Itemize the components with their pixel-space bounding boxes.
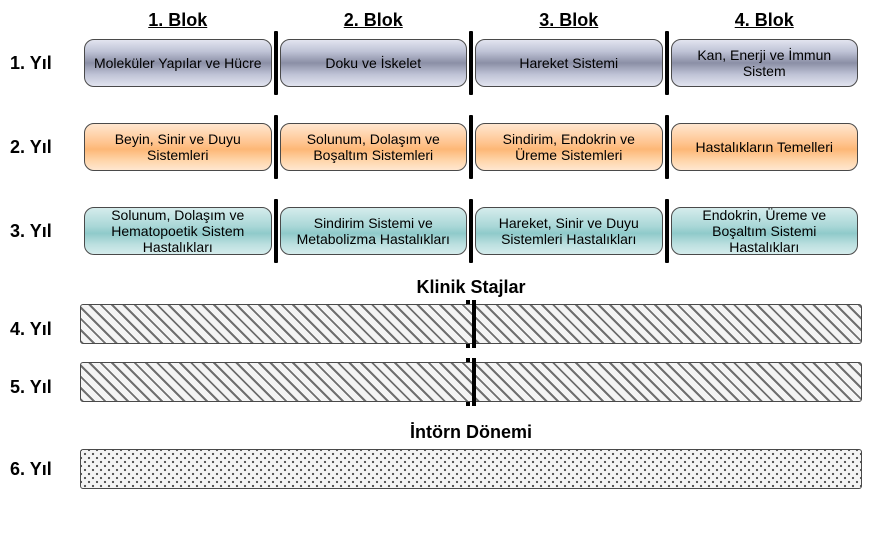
block-cell: Moleküler Yapılar ve Hücre — [80, 35, 276, 91]
block-cell: Endokrin, Üreme ve Boşaltım Sistemi Hast… — [667, 203, 863, 259]
row-label-6: 6. Yıl — [10, 459, 80, 480]
block-y2-b3: Sindirim, Endokrin ve Üreme Sistemleri — [475, 123, 663, 171]
bar-row-5 — [80, 362, 862, 402]
curriculum-grid: 1. Blok 2. Blok 3. Blok 4. Blok 1. Yıl M… — [10, 10, 862, 493]
block-cell: Hastalıkların Temelleri — [667, 119, 863, 175]
block-y2-b4: Hastalıkların Temelleri — [671, 123, 859, 171]
block-y1-b4: Kan, Enerji ve İmmun Sistem — [671, 39, 859, 87]
block-cell: Beyin, Sinir ve Duyu Sistemleri — [80, 119, 276, 175]
bar-row-6 — [80, 449, 862, 489]
row-label-1: 1. Yıl — [10, 53, 80, 74]
col-header-4: 4. Blok — [667, 10, 863, 35]
block-cell: Hareket Sistemi — [471, 35, 667, 91]
block-cell: Solunum, Dolaşım ve Boşaltım Sistemleri — [276, 119, 472, 175]
col-header-1: 1. Blok — [80, 10, 276, 35]
block-y2-b1: Beyin, Sinir ve Duyu Sistemleri — [84, 123, 272, 171]
row-label-2: 2. Yıl — [10, 137, 80, 158]
block-y2-b2: Solunum, Dolaşım ve Boşaltım Sistemleri — [280, 123, 468, 171]
row-label-3: 3. Yıl — [10, 221, 80, 242]
row-spacer — [10, 91, 862, 119]
bar-row-4 — [80, 304, 862, 344]
long-bar-y4 — [80, 304, 862, 344]
row-label-5: 5. Yıl — [10, 377, 80, 398]
block-cell: Doku ve İskelet — [276, 35, 472, 91]
col-header-2: 2. Blok — [276, 10, 472, 35]
block-y3-b1: Solunum, Dolaşım ve Hematopoetik Sistem … — [84, 207, 272, 255]
block-cell: Sindirim Sistemi ve Metabolizma Hastalık… — [276, 203, 472, 259]
section-title-intorn: İntörn Dönemi — [80, 422, 862, 443]
block-y3-b3: Hareket, Sinir ve Duyu Sistemleri Hastal… — [475, 207, 663, 255]
block-y3-b4: Endokrin, Üreme ve Boşaltım Sistemi Hast… — [671, 207, 859, 255]
row-spacer — [10, 175, 862, 203]
block-cell: Kan, Enerji ve İmmun Sistem — [667, 35, 863, 91]
block-y1-b2: Doku ve İskelet — [280, 39, 468, 87]
section-title-klinik: Klinik Stajlar — [80, 277, 862, 298]
block-y1-b1: Moleküler Yapılar ve Hücre — [84, 39, 272, 87]
block-y1-b3: Hareket Sistemi — [475, 39, 663, 87]
block-y3-b2: Sindirim Sistemi ve Metabolizma Hastalık… — [280, 207, 468, 255]
block-cell: Solunum, Dolaşım ve Hematopoetik Sistem … — [80, 203, 276, 259]
long-bar-y5 — [80, 362, 862, 402]
block-cell: Hareket, Sinir ve Duyu Sistemleri Hastal… — [471, 203, 667, 259]
block-cell: Sindirim, Endokrin ve Üreme Sistemleri — [471, 119, 667, 175]
long-bar-y6 — [80, 449, 862, 489]
col-header-3: 3. Blok — [471, 10, 667, 35]
row-label-4: 4. Yıl — [10, 319, 80, 340]
